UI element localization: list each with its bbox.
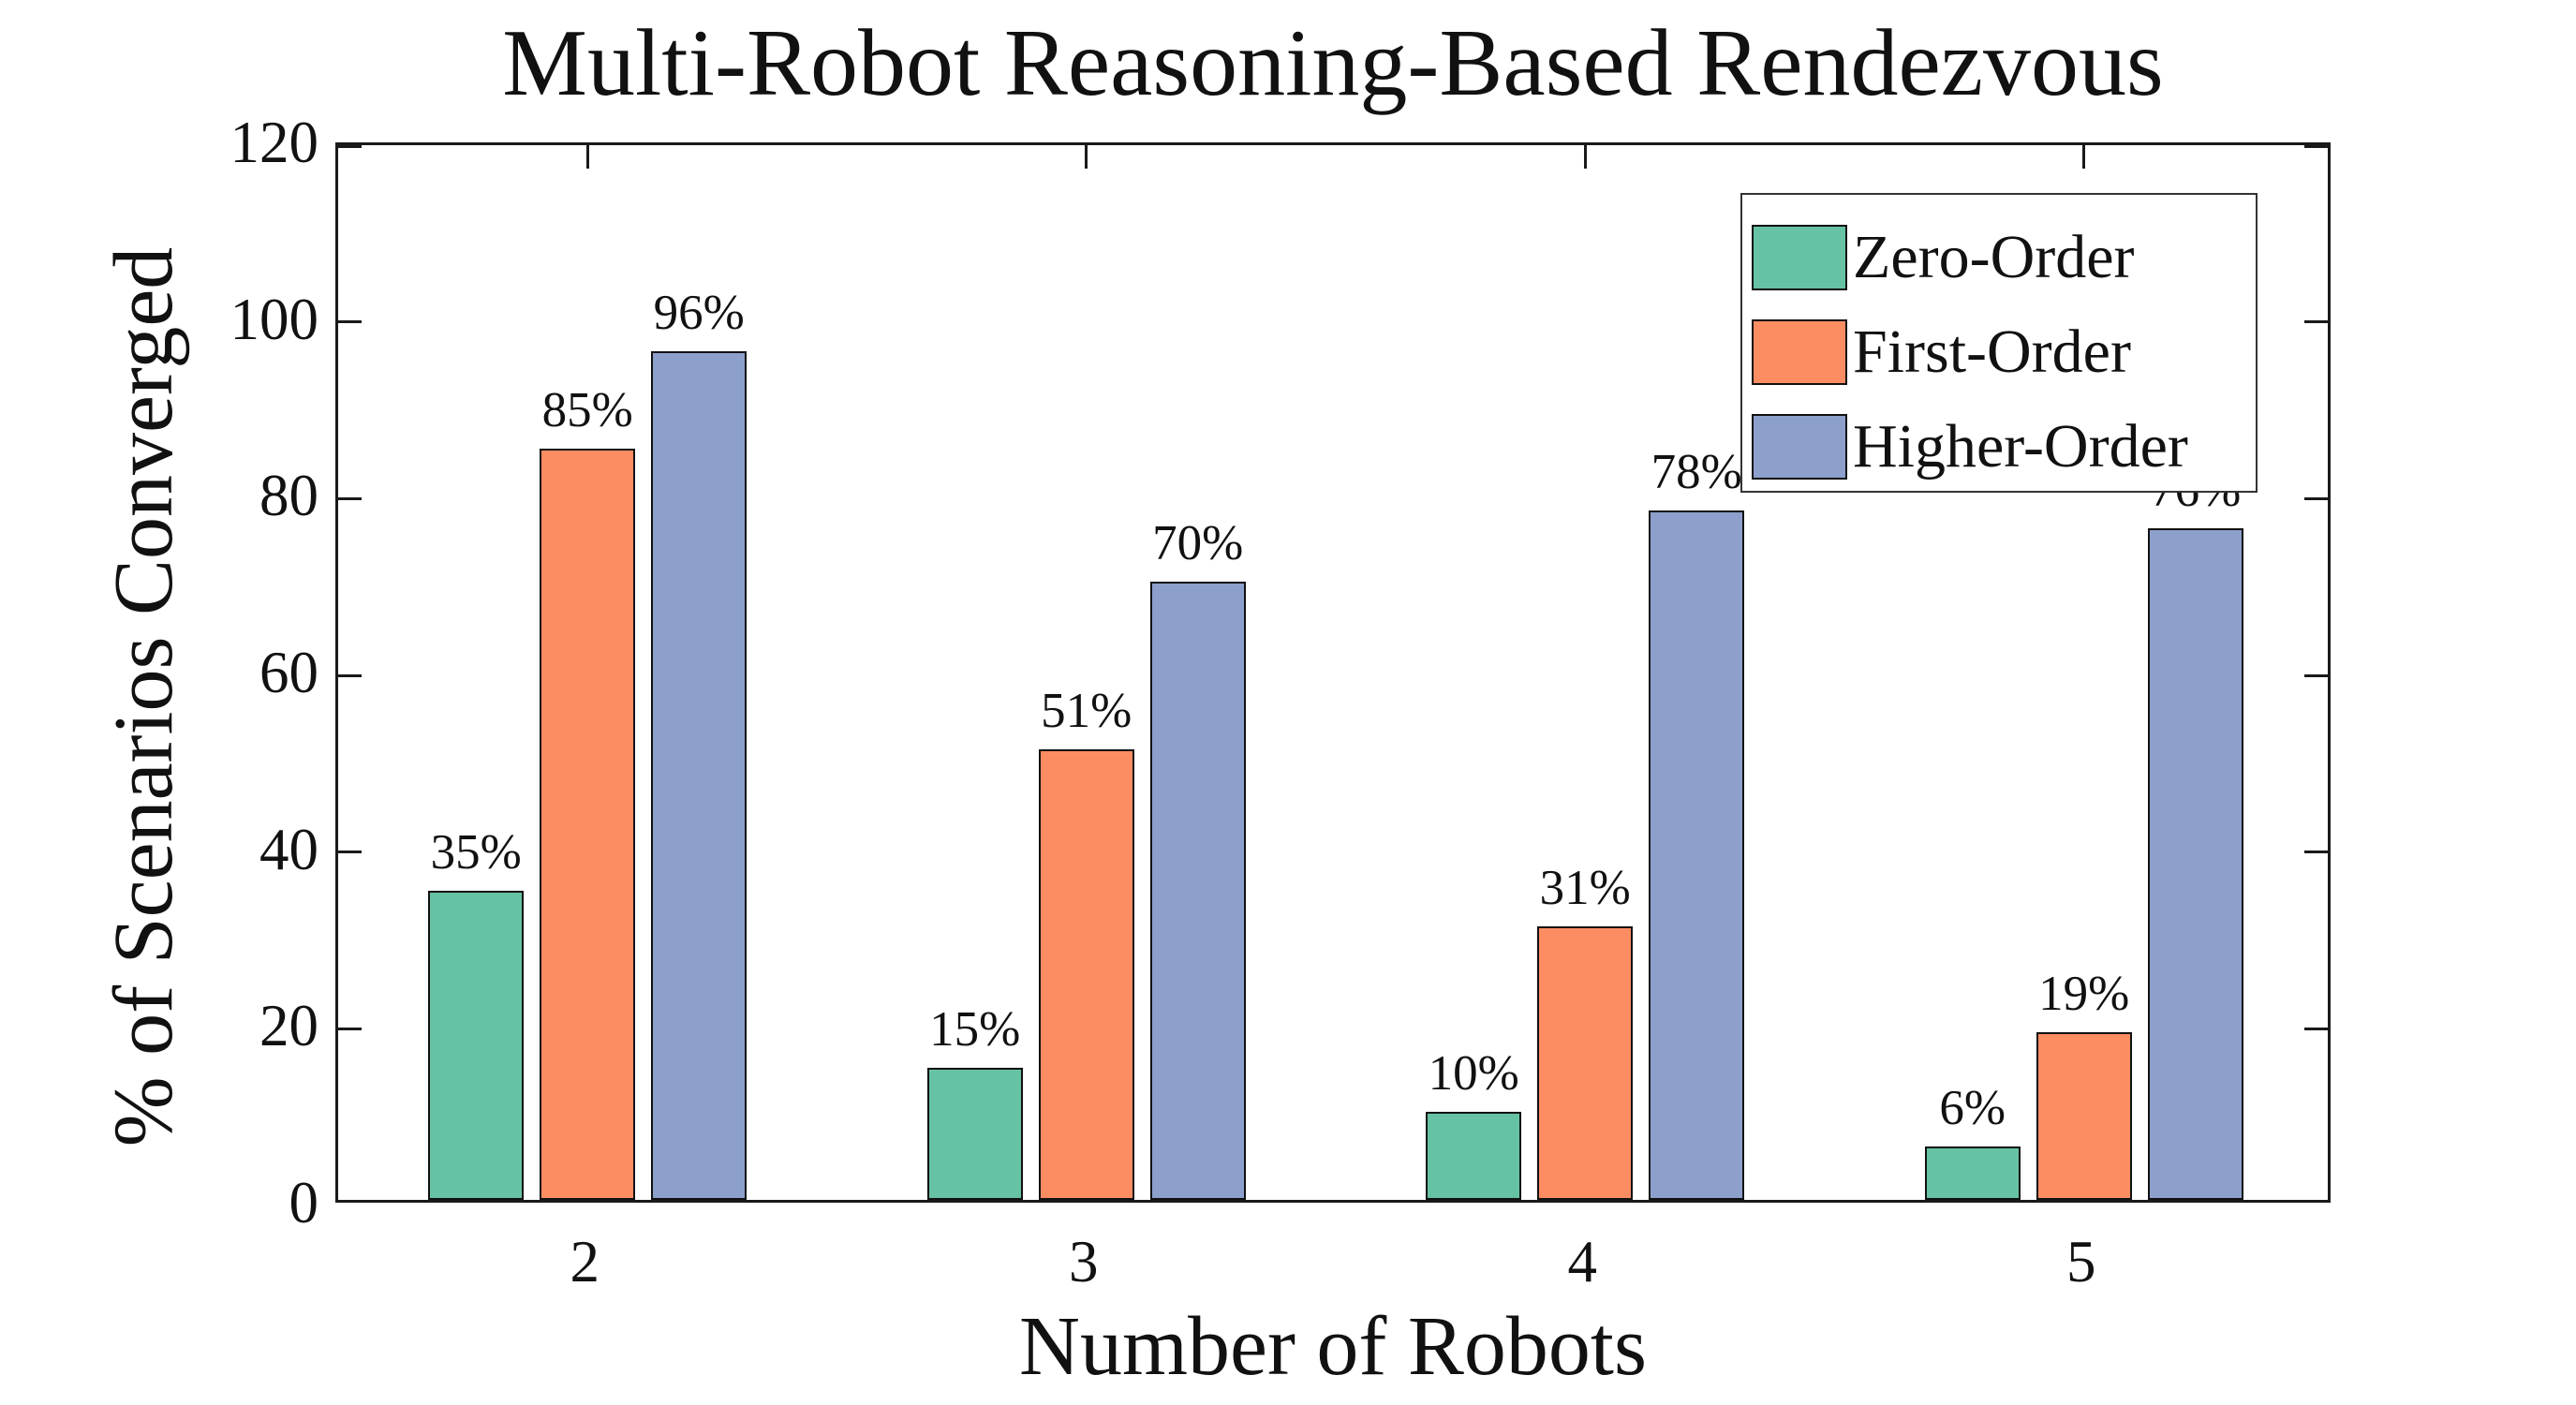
y-tick-right xyxy=(2304,496,2328,500)
y-tick-right xyxy=(2304,1027,2328,1030)
x-tick-top xyxy=(1085,145,1088,169)
legend-label-zero-order: Zero-Order xyxy=(1853,222,2135,291)
x-tick-top xyxy=(1583,145,1587,169)
bar-value-label: 70% xyxy=(1152,515,1244,570)
bar-value-label: 19% xyxy=(2038,966,2130,1021)
y-tick-label: 100 xyxy=(229,286,319,352)
legend-item-zero-order: Zero-Order xyxy=(1752,210,2256,304)
y-tick-label: 120 xyxy=(229,110,319,175)
bar-zero-order-2 xyxy=(428,890,525,1200)
y-tick-label: 0 xyxy=(289,1170,319,1235)
bar-zero-order-5 xyxy=(1924,1146,2021,1200)
y-tick-left xyxy=(338,1200,362,1203)
bar-higher-order-5 xyxy=(2147,528,2243,1200)
legend-item-first-order: First-Order xyxy=(1752,304,2256,399)
y-tick-right xyxy=(2304,673,2328,677)
y-tick-left xyxy=(338,145,362,148)
y-tick-left xyxy=(338,673,362,677)
y-tick-label: 80 xyxy=(259,463,318,529)
y-tick-right xyxy=(2304,1200,2328,1203)
bar-value-label: 85% xyxy=(541,383,633,438)
bar-zero-order-4 xyxy=(1426,1111,1522,1200)
y-tick-right xyxy=(2304,850,2328,854)
y-tick-left xyxy=(338,850,362,854)
y-tick-label: 20 xyxy=(259,993,318,1059)
bar-value-label: 51% xyxy=(1041,683,1133,738)
bar-value-label: 78% xyxy=(1651,445,1742,500)
y-tick-right xyxy=(2304,320,2328,324)
legend-label-higher-order: Higher-Order xyxy=(1853,411,2188,481)
bar-higher-order-4 xyxy=(1649,510,1745,1200)
y-tick-left xyxy=(338,1027,362,1030)
legend-swatch-first-order xyxy=(1752,318,1847,385)
bar-value-label: 10% xyxy=(1428,1045,1519,1101)
y-tick-left xyxy=(338,320,362,324)
x-tick-top xyxy=(585,145,589,169)
bar-value-label: 6% xyxy=(1939,1081,2006,1136)
legend-item-higher-order: Higher-Order xyxy=(1752,399,2256,494)
y-tick-label: 60 xyxy=(259,640,318,705)
legend-swatch-higher-order xyxy=(1752,413,1847,480)
bar-value-label: 31% xyxy=(1539,860,1631,915)
chart-title: Multi-Robot Reasoning-Based Rendezvous xyxy=(502,10,2164,116)
legend: Zero-Order First-Order Higher-Order xyxy=(1740,193,2258,493)
x-tick-label: 4 xyxy=(1567,1229,1598,1294)
y-tick-left xyxy=(338,496,362,500)
bar-higher-order-3 xyxy=(1149,581,1246,1200)
bar-value-label: 96% xyxy=(653,286,745,341)
bar-first-order-2 xyxy=(540,449,636,1200)
y-tick-right xyxy=(2304,145,2328,148)
x-tick-label: 2 xyxy=(570,1229,600,1294)
bar-first-order-5 xyxy=(2036,1031,2132,1200)
y-tick-label: 40 xyxy=(259,816,318,882)
legend-swatch-zero-order xyxy=(1752,224,1847,290)
bar-first-order-3 xyxy=(1038,748,1134,1200)
bar-value-label: 15% xyxy=(929,1001,1021,1057)
x-axis-label: Number of Robots xyxy=(1019,1300,1647,1393)
x-tick-label: 5 xyxy=(2066,1229,2096,1294)
legend-label-first-order: First-Order xyxy=(1853,317,2131,386)
bar-zero-order-3 xyxy=(926,1067,1023,1200)
bar-value-label: 35% xyxy=(430,824,522,880)
x-tick-top xyxy=(2082,145,2086,169)
x-tick-label: 3 xyxy=(1069,1229,1099,1294)
bar-higher-order-2 xyxy=(651,351,748,1200)
bar-first-order-4 xyxy=(1537,925,1634,1200)
